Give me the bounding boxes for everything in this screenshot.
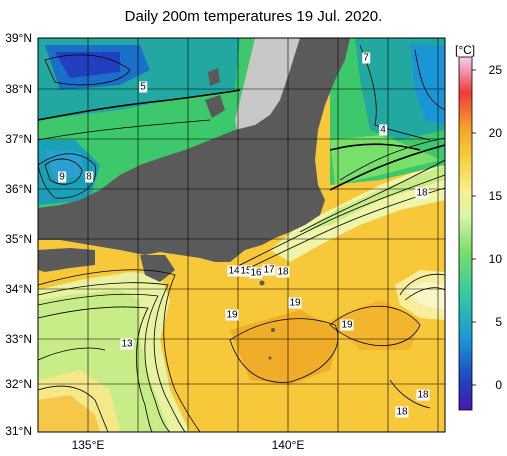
contour-label: 14 (227, 265, 241, 277)
contour-label: 4 (379, 124, 387, 136)
contour-label: 19 (340, 319, 354, 331)
contour-label: 5 (139, 81, 147, 93)
contour-label: 9 (58, 171, 66, 183)
lon-label: 135°E (71, 438, 105, 452)
contour-label: 18 (415, 187, 429, 199)
colorbar-label: 0 (495, 378, 502, 392)
lat-label: 34°N (5, 282, 32, 296)
contour-label: 18 (416, 389, 430, 401)
graticule (38, 38, 445, 432)
lat-label: 35°N (5, 232, 32, 246)
colorbar-ticks (472, 69, 476, 386)
lat-label: 37°N (5, 132, 32, 146)
colorbar (458, 56, 473, 411)
contour-label: 19 (288, 297, 302, 309)
contour-label: 8 (85, 171, 93, 183)
contour-label: 18 (395, 406, 409, 418)
land-shikoku (38, 248, 95, 272)
izu-island (259, 280, 265, 286)
contour-label: 19 (225, 309, 239, 321)
colorbar-label: 5 (495, 315, 502, 329)
contour-label: 13 (120, 338, 134, 350)
contour-label: 7 (362, 52, 370, 64)
map-frame (37, 37, 446, 433)
contour-label: 16 (249, 267, 263, 279)
map-title: Daily 200m temperatures 19 Jul. 2020. (124, 8, 383, 25)
contour-lines (38, 44, 445, 432)
warm-core (230, 310, 340, 385)
lat-label: 33°N (5, 332, 32, 346)
lat-label: 38°N (5, 82, 32, 96)
contour-label: 17 (262, 264, 276, 276)
land-noto (205, 95, 225, 118)
colorbar-unit: [°C] (455, 43, 476, 57)
colorbar-label: 25 (488, 63, 502, 77)
lat-label: 31°N (5, 424, 32, 438)
colorbar-label: 15 (488, 189, 502, 203)
contour-label: 15 (239, 265, 253, 277)
land-kii (140, 255, 175, 282)
lat-label: 32°N (5, 377, 32, 391)
land-sado (208, 68, 220, 86)
colorbar-label: 20 (488, 126, 502, 140)
lon-label: 140°E (271, 438, 305, 452)
lat-label: 39°N (5, 31, 32, 45)
colorbar-label: 10 (488, 252, 502, 266)
contour-label: 18 (276, 266, 290, 278)
lat-label: 36°N (5, 182, 32, 196)
land-honshu (38, 38, 350, 262)
